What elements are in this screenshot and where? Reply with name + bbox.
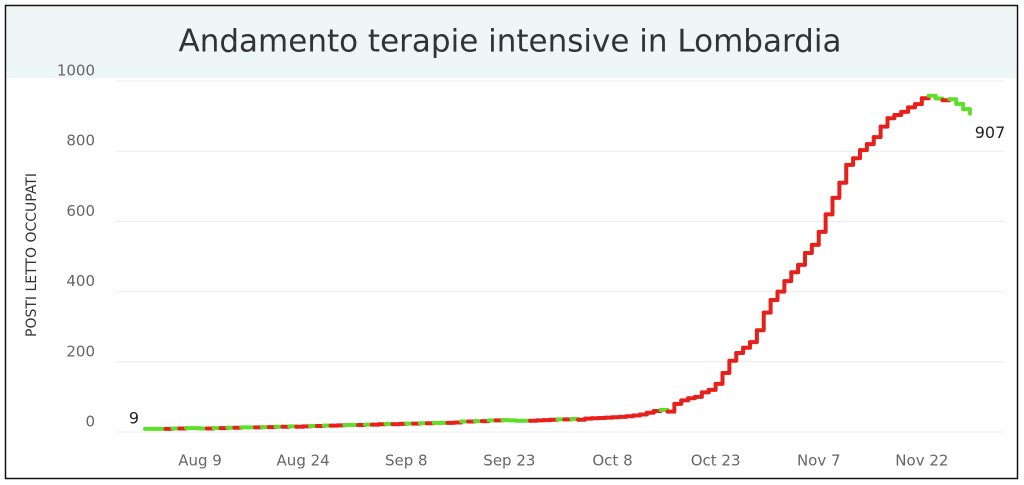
x-tick-label: Aug 9 (178, 452, 222, 470)
line-segment (816, 212, 828, 234)
line-segment (761, 298, 773, 315)
y-tick-label: 200 (66, 342, 95, 360)
x-tick-label: Nov 7 (797, 452, 841, 470)
y-tick-label: 400 (66, 272, 95, 290)
line-segment (878, 116, 890, 129)
line-segment (789, 262, 801, 275)
y-tick-label: 800 (66, 132, 95, 150)
line-segment (837, 162, 849, 185)
line-segment (720, 358, 732, 376)
y-axis-label: POSTI LETTO OCCUPATI (24, 173, 40, 337)
line-segment (830, 180, 842, 200)
line-segment (768, 289, 780, 303)
x-tick-label: Aug 24 (277, 452, 330, 470)
y-tick-label: 600 (66, 202, 95, 220)
line-segment (803, 242, 814, 255)
line-segment (809, 229, 821, 247)
y-tick-label: 1000 (57, 62, 95, 80)
line-segment (713, 371, 725, 386)
line-segment (961, 107, 972, 116)
frame (4, 4, 1019, 480)
line-segment (727, 351, 739, 363)
line-segment (871, 124, 883, 140)
x-tick-label: Sep 8 (385, 452, 428, 470)
x-tick-label: Oct 23 (691, 452, 741, 470)
line-segment (796, 250, 807, 267)
x-tick-label: Oct 8 (592, 452, 632, 470)
line-segment (844, 156, 856, 167)
end-label: 907 (975, 123, 1006, 142)
line-segment (665, 401, 677, 414)
chart-title: Andamento terapie intensive in Lombardia (179, 24, 842, 60)
y-tick-label: 0 (85, 413, 95, 431)
line-segment (775, 279, 787, 294)
line-segment (823, 195, 835, 217)
start-label: 9 (129, 408, 139, 427)
line-segment (754, 310, 766, 333)
x-tick-label: Sep 23 (483, 452, 535, 470)
line-segment (782, 270, 794, 284)
line-segment (851, 148, 862, 161)
line-segment (748, 328, 759, 345)
title-bar (7, 7, 1016, 78)
line-segment (864, 135, 876, 147)
x-tick-label: Nov 22 (895, 452, 948, 470)
